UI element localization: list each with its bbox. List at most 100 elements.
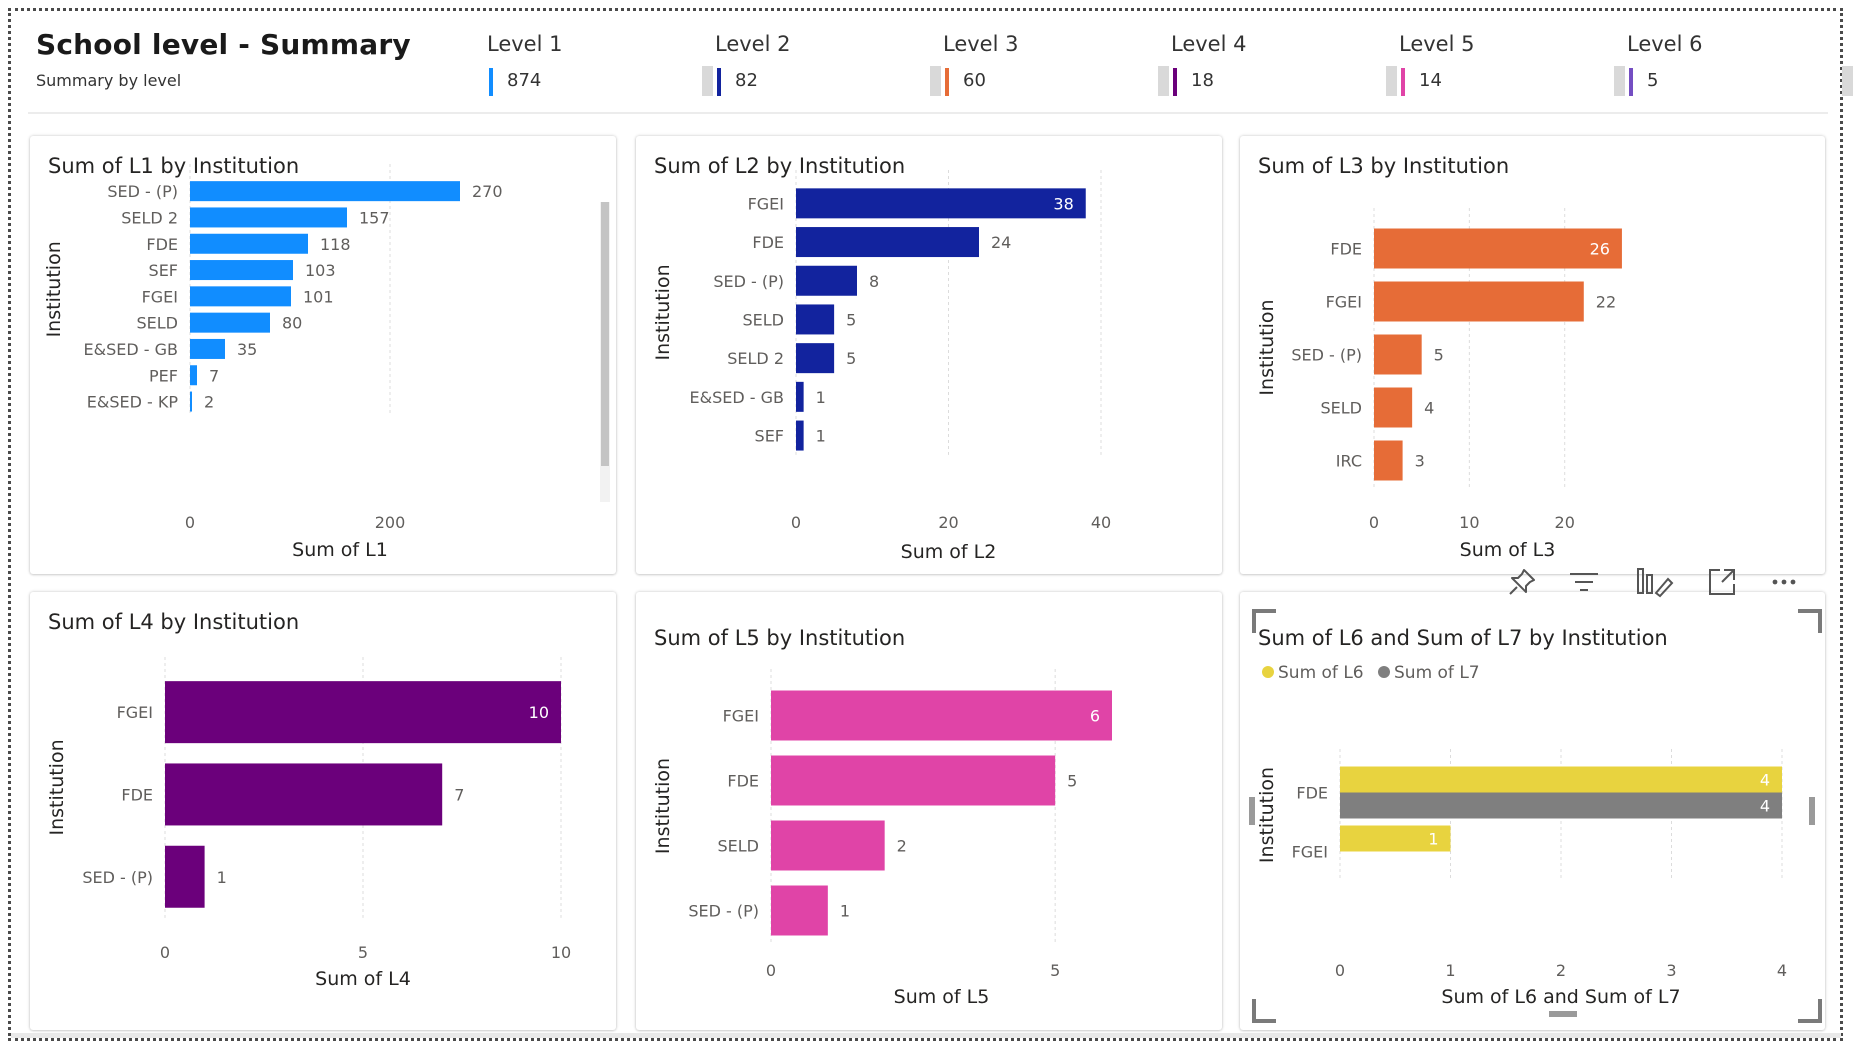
filter-icon[interactable]	[1567, 565, 1601, 603]
data-label: 1	[816, 388, 826, 407]
legend-label[interactable]: Sum of L7	[1394, 663, 1480, 683]
bar[interactable]	[1374, 334, 1422, 375]
bar[interactable]	[771, 690, 1112, 741]
bar[interactable]	[190, 391, 192, 412]
data-label: 38	[1053, 194, 1073, 213]
x-tick-label: 2	[1556, 961, 1566, 980]
selection-corner-bottom-right[interactable]	[1798, 999, 1822, 1023]
bar[interactable]	[1374, 281, 1584, 322]
x-tick-label: 40	[1091, 513, 1111, 532]
bar[interactable]	[796, 304, 835, 335]
y-tick-label: FGEI	[723, 707, 759, 726]
bar[interactable]	[165, 681, 561, 744]
x-axis-title: Sum of L1	[292, 539, 388, 561]
bar[interactable]	[165, 845, 205, 908]
kpi-label: Level 4	[1171, 32, 1247, 56]
y-tick-label: E&SED - KP	[87, 393, 179, 412]
bar[interactable]	[796, 265, 857, 296]
chart-title: Sum of L2 by Institution	[654, 154, 906, 178]
focus-mode-icon[interactable]	[1635, 565, 1675, 603]
bar[interactable]	[190, 260, 293, 281]
bar[interactable]	[1374, 228, 1622, 269]
bar[interactable]	[771, 885, 828, 936]
bar[interactable]	[796, 188, 1086, 219]
data-label: 2	[897, 837, 907, 856]
bar[interactable]	[190, 338, 225, 359]
y-axis-title: Institution	[652, 264, 674, 360]
bar[interactable]	[1374, 440, 1403, 481]
selection-corner-top-right[interactable]	[1798, 609, 1822, 633]
y-tick-label: FGEI	[1326, 293, 1362, 312]
y-tick-label: FDE	[752, 233, 784, 252]
kpi-label: Level 2	[715, 32, 791, 56]
y-tick-label: SED - (P)	[688, 902, 759, 921]
x-tick-label: 0	[1335, 961, 1345, 980]
x-tick-label: 20	[1555, 513, 1575, 532]
bar[interactable]	[1340, 825, 1451, 852]
selection-corner-top-left[interactable]	[1252, 609, 1276, 633]
data-label: 118	[320, 235, 351, 254]
resize-handle-left[interactable]	[1249, 797, 1255, 825]
data-label: 103	[305, 261, 336, 280]
resize-handle-right[interactable]	[1809, 797, 1815, 825]
bar[interactable]	[190, 207, 347, 228]
page-title: School level - Summary	[36, 28, 411, 61]
x-tick-label: 200	[375, 513, 406, 532]
bar[interactable]	[165, 763, 443, 826]
y-axis-title: Institution	[1256, 767, 1278, 863]
bar[interactable]	[190, 286, 291, 307]
scrollbar-thumb[interactable]	[601, 202, 609, 466]
y-tick-label: FDE	[121, 785, 153, 804]
expand-icon[interactable]	[1705, 565, 1739, 603]
kpi-scroll-stub	[1386, 66, 1397, 96]
chart-title: Sum of L5 by Institution	[654, 626, 906, 650]
bar[interactable]	[771, 820, 885, 871]
kpi-scroll-stub	[930, 66, 941, 96]
more-options-icon[interactable]	[1769, 565, 1803, 603]
chart-card-4[interactable]: Sum of L4 by Institution 0 5 10 Sum of L4 Ins…	[30, 592, 616, 1030]
selection-corner-bottom-left[interactable]	[1252, 999, 1276, 1023]
kpi-level-5: Level 5 14	[1399, 30, 1625, 100]
chart-title: Sum of L4 by Institution	[48, 610, 300, 634]
data-label: 1	[217, 868, 227, 887]
kpi-level-6: Level 6 5	[1627, 30, 1853, 100]
kpi-color-marker	[945, 68, 949, 96]
bar[interactable]	[796, 420, 804, 451]
chart-card-5[interactable]: Sum of L5 by Institution 0 5 Sum of L5 Insti…	[636, 592, 1222, 1030]
bar[interactable]	[796, 381, 804, 412]
data-label: 5	[846, 349, 856, 368]
bar[interactable]	[771, 755, 1056, 806]
bar[interactable]	[1340, 792, 1782, 819]
kpi-scroll-stub	[1158, 66, 1169, 96]
bar[interactable]	[190, 312, 270, 333]
bar[interactable]	[796, 343, 835, 374]
bar[interactable]	[190, 181, 460, 202]
data-label: 270	[472, 182, 503, 201]
kpi-level-2: Level 2 82	[715, 30, 941, 100]
bar[interactable]	[190, 365, 197, 386]
x-tick-label: 4	[1777, 961, 1787, 980]
chart-card-1[interactable]: Sum of L1 by Institution 0 200 Sum of L1 Ins…	[30, 136, 616, 574]
chart-card-3[interactable]: Sum of L3 by Institution 0 10 20 Sum of L3 In…	[1240, 136, 1825, 574]
bar[interactable]	[796, 227, 979, 258]
legend-label[interactable]: Sum of L6	[1278, 663, 1364, 683]
y-axis-title: Institution	[1256, 299, 1278, 395]
x-axis-title: Sum of L6 and Sum of L7	[1441, 986, 1680, 1008]
chart-card-2[interactable]: Sum of L2 by Institution 0 20 40 Sum of L2 In…	[636, 136, 1222, 574]
chart-card-6[interactable]: Sum of L6 and Sum of L7 by Institution 0 1…	[1240, 592, 1825, 1030]
bar[interactable]	[1374, 387, 1413, 428]
chart-svg: 0 5 10 Sum of L4 Institution FGEI 10 FDE 7 SED - …	[46, 657, 571, 990]
resize-handle-bottom[interactable]	[1549, 1011, 1577, 1017]
bar[interactable]	[1340, 766, 1782, 793]
kpi-color-marker	[1173, 68, 1177, 96]
pin-icon[interactable]	[1505, 565, 1539, 603]
x-tick-label: 20	[938, 513, 958, 532]
data-label: 1	[816, 427, 826, 446]
kpi-level-4: Level 4 18	[1171, 30, 1397, 100]
y-tick-label: SELD	[718, 837, 760, 856]
report-header: School level - Summary Summary by level	[36, 28, 411, 90]
chart-svg: 0 10 20 Sum of L3 Institution FDE 26 FGEI 22 SED …	[1256, 208, 1622, 561]
x-axis-title: Sum of L3	[1460, 539, 1556, 561]
chart-title: Sum of L3 by Institution	[1258, 154, 1510, 178]
bar[interactable]	[190, 233, 308, 254]
